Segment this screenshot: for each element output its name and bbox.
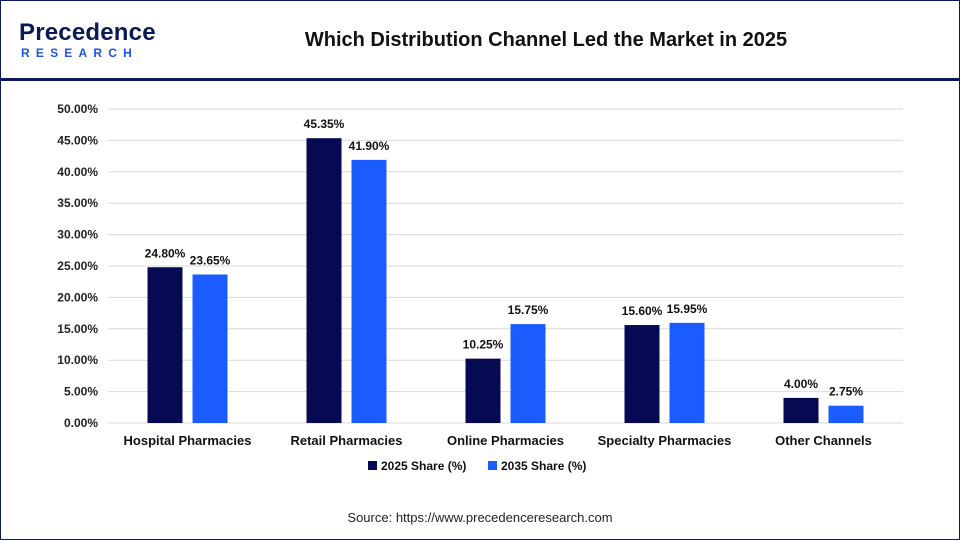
- logo-wordmark: Precedence: [19, 19, 156, 46]
- header: Precedence RESEARCH Which Distribution C…: [1, 1, 959, 78]
- data-label: 4.00%: [784, 377, 818, 391]
- bar: [147, 267, 183, 423]
- bar: [192, 274, 228, 423]
- chart-title: Which Distribution Channel Led the Marke…: [304, 29, 788, 51]
- bar-chart: 0.00% 5.00% 10.00% 15.00% 20.00% 25.00% 30.00%…: [57, 102, 903, 473]
- logo-subtitle: RESEARCH: [21, 46, 138, 60]
- y-tick-label: 25.00%: [57, 259, 98, 273]
- y-tick-label: 15.00%: [57, 322, 98, 336]
- legend-swatch: [488, 461, 497, 470]
- y-tick-label: 10.00%: [57, 353, 98, 367]
- header-divider: [0, 78, 960, 81]
- data-label: 10.25%: [463, 338, 504, 352]
- bar: [465, 358, 501, 423]
- y-tick-label: 40.00%: [57, 165, 98, 179]
- bar: [783, 397, 819, 423]
- y-tick-label: 30.00%: [57, 228, 98, 242]
- data-label: 2.75%: [829, 385, 863, 399]
- y-tick-label: 5.00%: [64, 385, 98, 399]
- legend-label: 2025 Share (%): [381, 459, 466, 473]
- bar: [510, 324, 546, 423]
- legend-label: 2035 Share (%): [501, 459, 586, 473]
- data-label: 45.35%: [304, 117, 345, 131]
- data-label: 15.75%: [508, 303, 549, 317]
- data-label: 41.90%: [349, 139, 390, 153]
- data-label: 15.95%: [667, 302, 708, 316]
- bar: [669, 322, 705, 423]
- x-category-label: Online Pharmacies: [447, 433, 564, 448]
- x-category-label: Specialty Pharmacies: [598, 433, 732, 448]
- y-tick-label: 35.00%: [57, 196, 98, 210]
- bar: [351, 159, 387, 424]
- y-tick-label: 0.00%: [64, 416, 98, 430]
- y-tick-label: 20.00%: [57, 290, 98, 304]
- source-note: Source: https://www.precedenceresearch.c…: [347, 510, 613, 525]
- legend-swatch: [368, 461, 377, 470]
- bar: [828, 405, 864, 423]
- bar: [306, 138, 342, 423]
- data-label: 15.60%: [622, 304, 663, 318]
- y-tick-label: 50.00%: [57, 102, 98, 116]
- x-category-label: Other Channels: [775, 433, 872, 448]
- x-category-label: Hospital Pharmacies: [124, 433, 252, 448]
- y-tick-label: 45.00%: [57, 133, 98, 147]
- data-label: 23.65%: [190, 253, 231, 267]
- brand-logo: Precedence RESEARCH: [19, 19, 169, 63]
- bar: [624, 325, 660, 423]
- data-label: 24.80%: [145, 246, 186, 260]
- x-category-label: Retail Pharmacies: [290, 433, 402, 448]
